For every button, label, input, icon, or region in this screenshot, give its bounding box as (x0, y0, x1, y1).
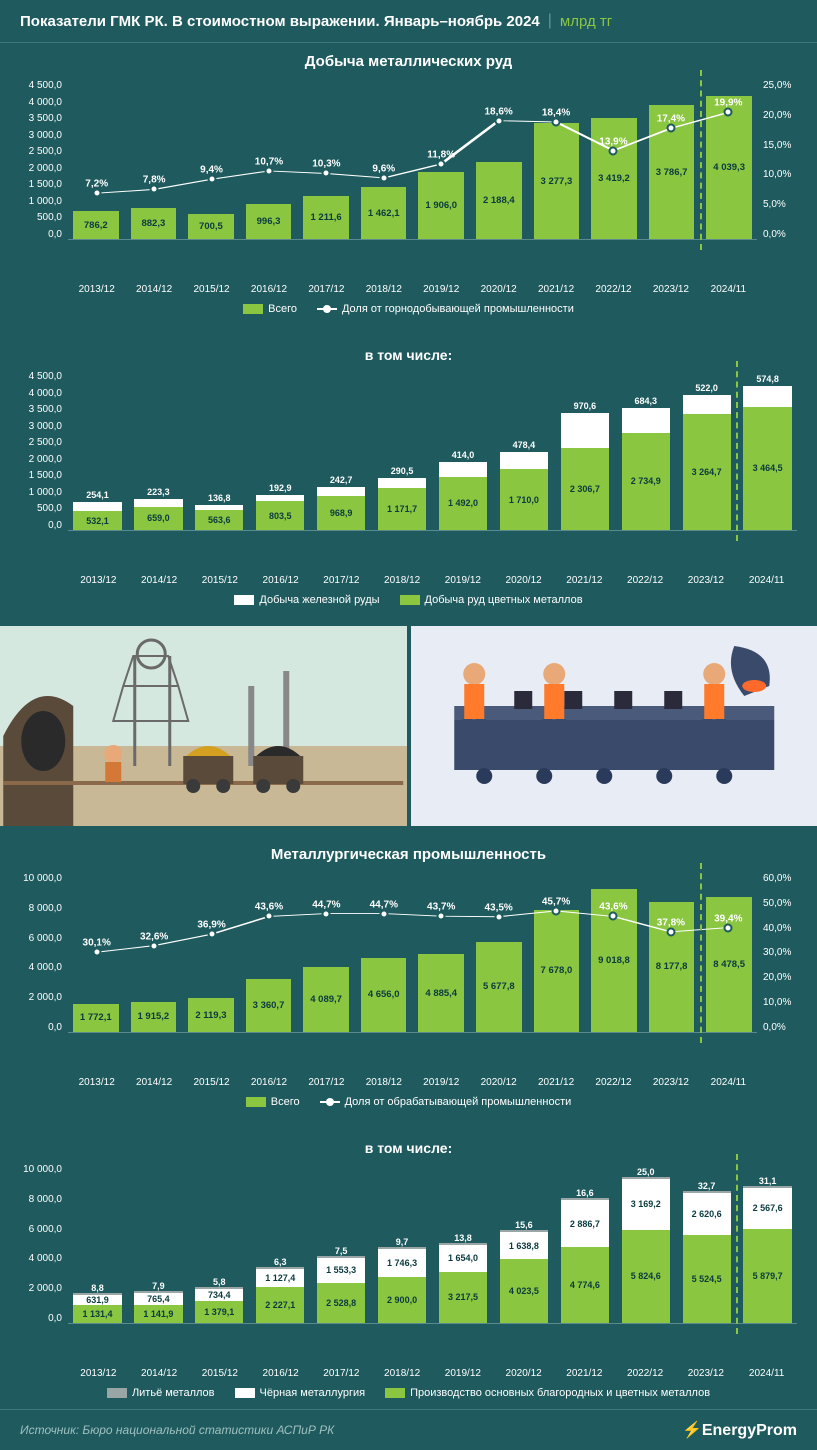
bar: 3 786,7 (644, 80, 700, 239)
source-label: Источник: Бюро национальной статистики А… (20, 1423, 334, 1437)
mining-illustration (0, 626, 407, 826)
bar: 1 915,2 (126, 873, 182, 1032)
y-axis-left: 10 000,08 000,06 000,04 000,02 000,00,0 (20, 1164, 68, 1324)
bar: 7,51 553,32 528,8 (312, 1164, 371, 1323)
bar: 242,7968,9 (312, 371, 371, 530)
unit-label: млрд тг (560, 13, 612, 30)
legend: Всего Доля от горнодобывающей промышленн… (20, 303, 797, 315)
plot-area: 8,8631,91 131,47,9765,41 141,95,8734,41 … (68, 1164, 797, 1324)
bar: 16,62 886,74 774,6 (555, 1164, 614, 1323)
bar: 4 885,4 (413, 873, 469, 1032)
bar: 8,8631,91 131,4 (68, 1164, 127, 1323)
brand-logo: ⚡EnergyProm (682, 1420, 797, 1440)
bar: 4 039,3 (701, 80, 757, 239)
footer: Источник: Бюро национальной статистики А… (0, 1409, 817, 1450)
metallurgy-illustration (411, 626, 817, 826)
bar: 290,51 171,7 (373, 371, 432, 530)
chart-title: в том числе: (20, 347, 797, 363)
bar: 970,62 306,7 (555, 371, 614, 530)
plot-area: 786,2882,3700,5996,31 211,61 462,11 906,… (68, 80, 757, 240)
bar: 32,72 620,65 524,5 (677, 1164, 736, 1323)
y-axis-left: 10 000,08 000,06 000,04 000,02 000,00,0 (20, 873, 68, 1033)
bar: 700,5 (183, 80, 239, 239)
plot-area: 1 772,11 915,22 119,33 360,74 089,74 656… (68, 873, 757, 1033)
chart-title: Добыча металлических руд (20, 53, 797, 70)
chart-title: в том числе: (20, 1140, 797, 1156)
x-axis: 2013/122014/122015/122016/122017/122018/… (68, 284, 757, 295)
bar: 1 211,6 (298, 80, 354, 239)
legend: Добыча железной руды Добыча руд цветных … (20, 594, 797, 606)
bar: 8 177,8 (644, 873, 700, 1032)
bar: 9,71 746,32 900,0 (373, 1164, 432, 1323)
x-axis: 2013/122014/122015/122016/122017/122018/… (68, 1368, 797, 1379)
bar: 4 089,7 (298, 873, 354, 1032)
y-axis-left: 4 500,04 000,03 500,03 000,02 500,02 000… (20, 371, 68, 531)
bar: 414,01 492,0 (434, 371, 493, 530)
legend: Литьё металлов Чёрная металлургия Произв… (20, 1387, 797, 1399)
bar: 3 360,7 (241, 873, 297, 1032)
bar: 5 677,8 (471, 873, 527, 1032)
bar: 192,9803,5 (251, 371, 310, 530)
bar: 13,81 654,03 217,5 (434, 1164, 493, 1323)
chart-mining: Добыча металлических руд 4 500,04 000,03… (0, 43, 817, 325)
bar: 25,03 169,25 824,6 (616, 1164, 675, 1323)
bar: 996,3 (241, 80, 297, 239)
bar: 5,8734,41 379,1 (190, 1164, 249, 1323)
bar: 786,2 (68, 80, 124, 239)
bar: 2 188,4 (471, 80, 527, 239)
bar: 15,61 638,84 023,5 (494, 1164, 553, 1323)
bar: 1 462,1 (356, 80, 412, 239)
bar: 31,12 567,65 879,7 (738, 1164, 797, 1323)
bar: 478,41 710,0 (494, 371, 553, 530)
bar: 1 906,0 (413, 80, 469, 239)
plot-area: 254,1532,1223,3659,0136,8563,6192,9803,5… (68, 371, 797, 531)
chart-mining-breakdown: в том числе: 4 500,04 000,03 500,03 000,… (0, 325, 817, 616)
bar: 6,31 127,42 227,1 (251, 1164, 310, 1323)
bar: 574,83 464,5 (738, 371, 797, 530)
illustration-row (0, 626, 817, 826)
bar: 4 656,0 (356, 873, 412, 1032)
bar: 882,3 (126, 80, 182, 239)
y-axis-left: 4 500,04 000,03 500,03 000,02 500,02 000… (20, 80, 68, 240)
bar: 7 678,0 (529, 873, 585, 1032)
bar: 684,32 734,9 (616, 371, 675, 530)
bar: 8 478,5 (701, 873, 757, 1032)
chart-title: Металлургическая промышленность (20, 846, 797, 863)
bar: 223,3659,0 (129, 371, 188, 530)
bar: 254,1532,1 (68, 371, 127, 530)
chart-metallurgy-breakdown: в том числе: 10 000,08 000,06 000,04 000… (0, 1118, 817, 1409)
bar: 7,9765,41 141,9 (129, 1164, 188, 1323)
bar: 522,03 264,7 (677, 371, 736, 530)
bar: 3 419,2 (586, 80, 642, 239)
bar: 2 119,3 (183, 873, 239, 1032)
page-title: Показатели ГМК РК. В стоимостном выражен… (20, 13, 540, 30)
x-axis: 2013/122014/122015/122016/122017/122018/… (68, 575, 797, 586)
header: Показатели ГМК РК. В стоимостном выражен… (0, 0, 817, 43)
bar: 1 772,1 (68, 873, 124, 1032)
bar: 3 277,3 (529, 80, 585, 239)
x-axis: 2013/122014/122015/122016/122017/122018/… (68, 1077, 757, 1088)
y-axis-right: 60,0%50,0%40,0%30,0%20,0%10,0%0,0% (757, 873, 797, 1033)
y-axis-right: 25,0%20,0%15,0%10,0%5,0%0,0% (757, 80, 797, 240)
bar: 136,8563,6 (190, 371, 249, 530)
legend: Всего Доля от обрабатывающей промышленно… (20, 1096, 797, 1108)
chart-metallurgy: Металлургическая промышленность 10 000,0… (0, 836, 817, 1118)
bar: 9 018,8 (586, 873, 642, 1032)
